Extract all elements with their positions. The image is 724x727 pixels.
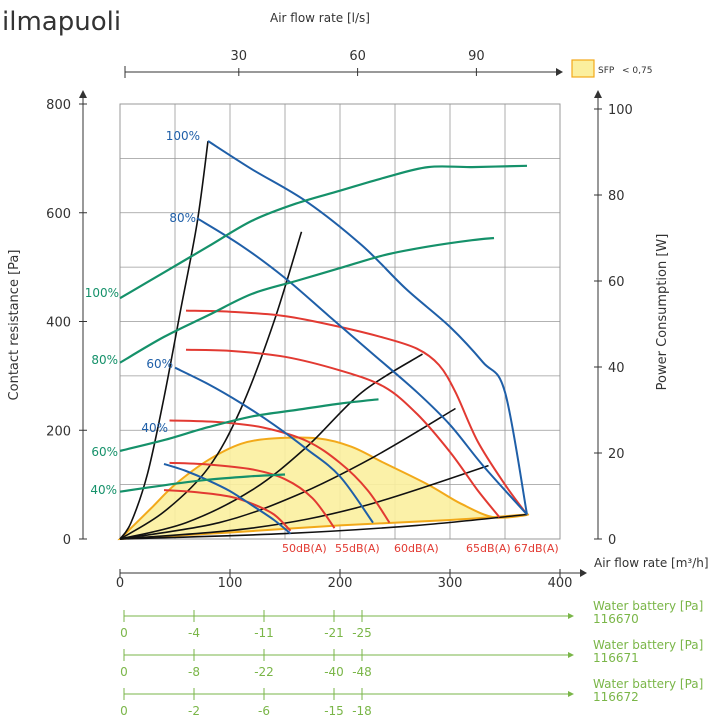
power-curve bbox=[119, 236, 495, 364]
pressure-curve bbox=[196, 217, 528, 516]
water-scale-code: 116670 bbox=[593, 612, 639, 626]
sound-curve bbox=[163, 489, 292, 532]
x-axis-arrow bbox=[580, 569, 587, 577]
water-scale-arrow bbox=[568, 652, 574, 658]
y-right-tick-label: 60 bbox=[608, 275, 625, 290]
system-curve bbox=[119, 407, 456, 540]
top-tick-label: 90 bbox=[468, 49, 485, 64]
water-tick-label: -48 bbox=[352, 665, 372, 679]
water-tick-label: 0 bbox=[120, 626, 128, 640]
sound-curve-label: 50dB(A) bbox=[282, 542, 327, 555]
legend-label: SFP bbox=[598, 66, 615, 76]
pressure-curve-label: 60% bbox=[146, 357, 173, 371]
x-tick-label: 400 bbox=[548, 576, 573, 591]
axes: 0 100 200 300 400 0 200 400 600 800 0 20 40 60 80 100 bbox=[46, 90, 633, 591]
water-tick-label: -11 bbox=[254, 626, 274, 640]
top-axis-label: Air flow rate [l/s] bbox=[270, 11, 370, 25]
y-right-tick-label: 40 bbox=[608, 361, 625, 376]
top-tick-label: 30 bbox=[231, 49, 248, 64]
pressure-curve-label: 100% bbox=[166, 129, 200, 143]
system-curve bbox=[119, 464, 489, 540]
power-curve bbox=[119, 398, 379, 452]
x-tick-label: 0 bbox=[116, 576, 124, 591]
power-curve-label: 80% bbox=[91, 353, 118, 367]
water-tick-label: -8 bbox=[188, 665, 200, 679]
x-tick-label: 300 bbox=[438, 576, 463, 591]
power-curve-label: 40% bbox=[90, 483, 117, 497]
water-tick-label: -15 bbox=[324, 704, 344, 718]
water-scale-code: 116672 bbox=[593, 690, 639, 704]
water-scale-code: 116671 bbox=[593, 651, 639, 665]
x-axis-label: Air flow rate [m³/h] bbox=[594, 556, 709, 570]
y-right-tick-label: 80 bbox=[608, 189, 625, 204]
water-tick-label: -6 bbox=[258, 704, 270, 718]
water-tick-label: -21 bbox=[324, 626, 344, 640]
sound-curve bbox=[185, 309, 528, 516]
legend-swatch bbox=[571, 59, 595, 78]
pressure-curve-label: 40% bbox=[141, 421, 168, 435]
sound-curve-label: 60dB(A) bbox=[394, 542, 439, 555]
water-tick-label: 0 bbox=[120, 665, 128, 679]
curves bbox=[119, 140, 528, 540]
system-curve bbox=[119, 140, 209, 540]
curve-labels: 100% 80% 60% 40% 100% 80% 60% 40% 50dB(A) 55dB(A)… bbox=[85, 129, 559, 555]
water-scale-label: Water battery [Pa] bbox=[593, 599, 703, 613]
y-right-axis-label: Power Consumption [W] bbox=[655, 234, 670, 391]
y-left-tick-label: 0 bbox=[63, 533, 71, 548]
pressure-curve bbox=[163, 463, 292, 535]
y-left-tick-label: 200 bbox=[46, 424, 71, 439]
page-title: ilmapuoli bbox=[2, 7, 121, 37]
water-tick-label: -40 bbox=[324, 665, 344, 679]
x-tick-label: 100 bbox=[218, 576, 243, 591]
system-curve bbox=[119, 231, 303, 540]
y-right-tick-label: 20 bbox=[608, 447, 625, 462]
power-curve bbox=[119, 164, 528, 300]
x-tick-label: 200 bbox=[328, 576, 353, 591]
water-tick-label: -4 bbox=[188, 626, 200, 640]
power-curve-label: 60% bbox=[91, 445, 118, 459]
y-right-axis-arrow bbox=[594, 90, 602, 98]
y-right-tick-label: 100 bbox=[608, 103, 633, 118]
sound-curve bbox=[169, 461, 336, 529]
water-tick-label: -22 bbox=[254, 665, 274, 679]
power-curve-label: 100% bbox=[85, 286, 119, 300]
legend: SFP < 0,75 bbox=[571, 59, 652, 78]
system-curve bbox=[119, 513, 528, 540]
legend-condition: < 0,75 bbox=[622, 66, 652, 76]
top-axis-arrow bbox=[556, 68, 563, 76]
water-tick-label: -18 bbox=[352, 704, 372, 718]
water-scale-arrow bbox=[568, 691, 574, 697]
y-left-tick-label: 600 bbox=[46, 207, 71, 222]
sound-curve bbox=[185, 348, 501, 518]
y-left-tick-label: 400 bbox=[46, 316, 71, 331]
top-tick-label: 60 bbox=[349, 49, 366, 64]
water-scale-label: Water battery [Pa] bbox=[593, 638, 703, 652]
pressure-curve bbox=[207, 140, 528, 515]
water-scale-label: Water battery [Pa] bbox=[593, 677, 703, 691]
system-curve bbox=[119, 353, 423, 540]
y-right-tick-label: 0 bbox=[608, 533, 616, 548]
power-curve bbox=[119, 473, 286, 493]
water-tick-label: -25 bbox=[352, 626, 372, 640]
water-tick-label: -2 bbox=[188, 704, 200, 718]
y-left-tick-label: 800 bbox=[46, 98, 71, 113]
y-left-axis-arrow bbox=[79, 90, 87, 98]
pressure-curve-label: 80% bbox=[169, 211, 196, 225]
sound-curve-label: 55dB(A) bbox=[335, 542, 380, 555]
water-scale-arrow bbox=[568, 613, 574, 619]
y-left-axis-label: Contact resistance [Pa] bbox=[7, 250, 22, 401]
sound-curve-label: 67dB(A) bbox=[514, 542, 559, 555]
pressure-curve bbox=[174, 366, 374, 524]
top-axis: 30 60 90 bbox=[124, 49, 563, 78]
sound-curve bbox=[169, 419, 391, 524]
sound-curve-label: 65dB(A) bbox=[466, 542, 511, 555]
water-tick-label: 0 bbox=[120, 704, 128, 718]
